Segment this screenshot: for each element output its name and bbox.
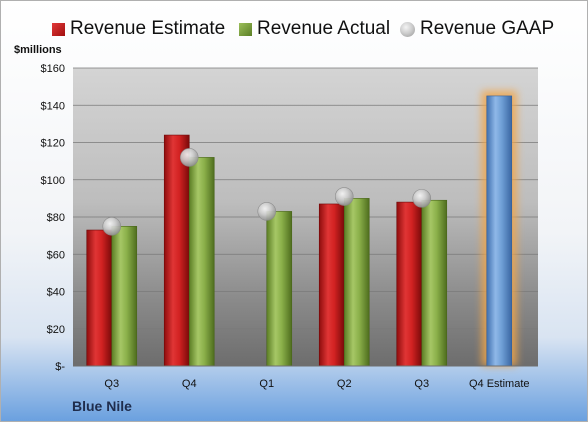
y-tick-label: $20 xyxy=(47,324,65,336)
gaap-marker xyxy=(334,187,354,206)
x-tick-label: Q4 xyxy=(182,378,197,390)
legend-item-estimate: Revenue Estimate xyxy=(52,16,225,42)
y-tick-label: $120 xyxy=(41,138,65,150)
gaap-markers xyxy=(102,148,432,236)
y-tick-label: $60 xyxy=(47,249,65,261)
gaap-marker xyxy=(412,189,432,208)
bar-estimate xyxy=(318,203,345,367)
bar-estimate xyxy=(396,201,423,367)
legend-label-gaap: Revenue GAAP xyxy=(420,18,555,39)
y-tick-label: $80 xyxy=(47,212,65,224)
bar-estimate-projected xyxy=(486,95,513,367)
bar-actual xyxy=(421,199,448,367)
y-tick-label: $40 xyxy=(47,287,65,299)
bar-estimate xyxy=(86,229,113,367)
x-tick-label: Q4 Estimate xyxy=(469,378,530,390)
y-tick-label: $160 xyxy=(41,63,65,75)
bar-estimate xyxy=(163,134,190,367)
x-axis-ticks: Q3 Q4 Q1 Q2 Q3 Q4 Estimate xyxy=(104,378,529,390)
gaap-marker xyxy=(257,202,277,221)
estimate-swatch-icon xyxy=(52,22,65,36)
bar-actual xyxy=(266,211,293,367)
x-tick-label: Q3 xyxy=(414,378,429,390)
legend-item-actual: Revenue Actual xyxy=(239,16,390,42)
x-tick-label: Q1 xyxy=(259,378,274,390)
legend-label-actual: Revenue Actual xyxy=(257,18,391,39)
bars xyxy=(86,90,517,367)
bar-actual xyxy=(343,198,370,367)
y-axis-ticks: $- $20 $40 $60 $80 $100 $120 $140 $160 xyxy=(41,63,66,373)
y-tick-label: $100 xyxy=(41,175,65,187)
x-tick-label: Q3 xyxy=(104,378,119,390)
bar-actual xyxy=(111,226,138,367)
legend-label-estimate: Revenue Estimate xyxy=(70,18,226,39)
bar-actual xyxy=(188,157,215,367)
company-name: Blue Nile xyxy=(72,398,132,414)
y-tick-label: $- xyxy=(55,361,65,373)
gridlines xyxy=(73,67,538,330)
y-tick-label: $140 xyxy=(41,100,65,112)
legend-item-gaap: Revenue GAAP xyxy=(400,16,554,42)
legend: Revenue Estimate Revenue Actual Revenue … xyxy=(0,16,588,42)
gaap-marker xyxy=(102,217,122,236)
y-axis-unit-label: $millions xyxy=(14,44,62,56)
x-tick-label: Q2 xyxy=(337,378,352,390)
actual-swatch-icon xyxy=(239,22,252,36)
gaap-marker-icon xyxy=(400,22,415,37)
gaap-marker xyxy=(179,148,199,167)
